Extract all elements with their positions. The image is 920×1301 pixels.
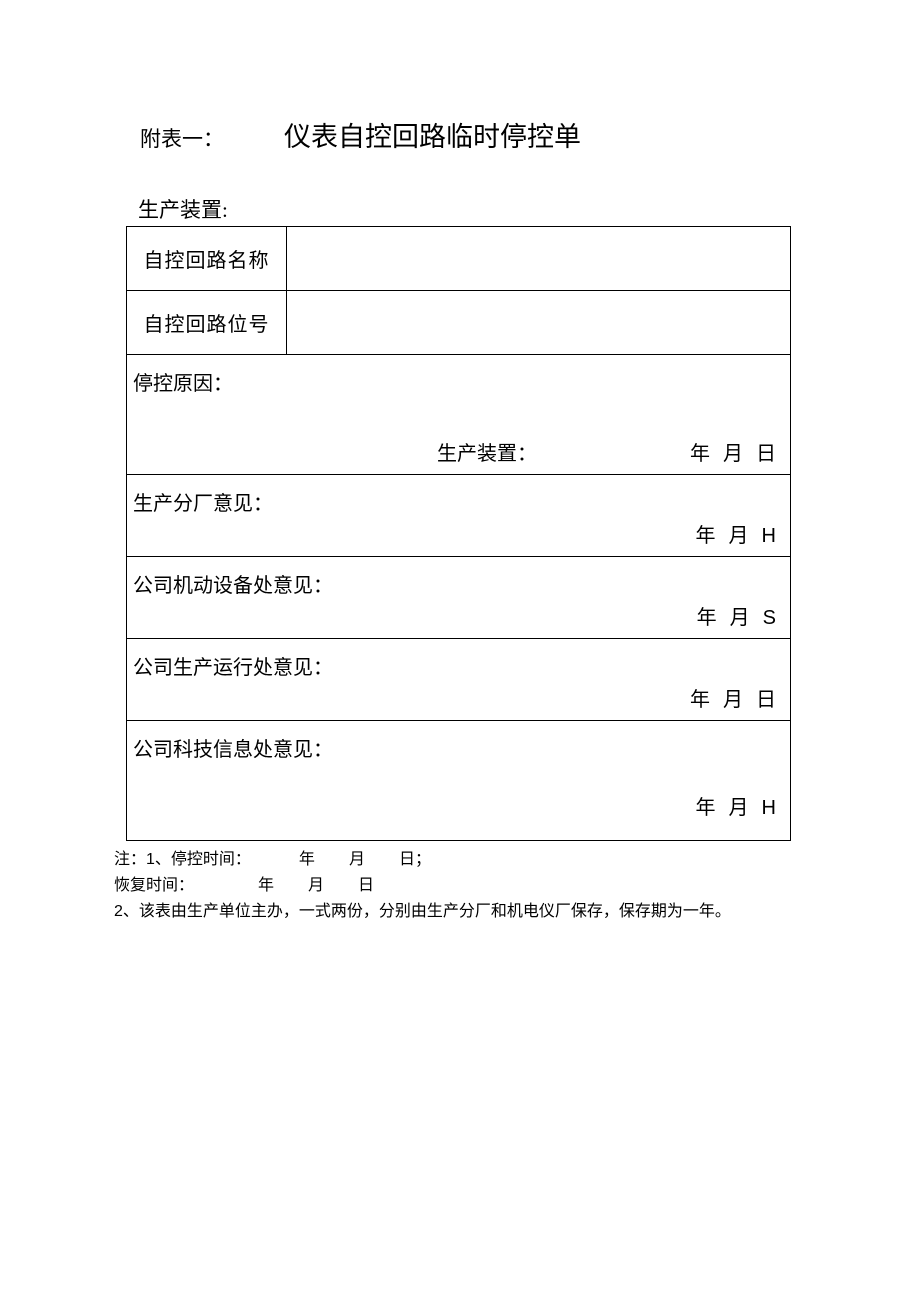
tech-opinion-date: 年 月 H	[692, 791, 780, 820]
loop-id-label: 自控回路位号	[127, 291, 287, 355]
note-date-year: 年	[258, 877, 274, 894]
factory-opinion-date: 年 月 H	[692, 519, 780, 548]
prod-opinion-date: 年 月 日	[686, 683, 780, 712]
date-year: 年	[697, 607, 717, 629]
row-loop-id: 自控回路位号	[127, 291, 791, 355]
row-loop-name: 自控回路名称	[127, 227, 791, 291]
date-month: 月	[723, 689, 743, 711]
factory-opinion-label: 生产分厂意见：	[133, 487, 784, 516]
row-factory-opinion: 生产分厂意见： 年 月 H	[127, 475, 791, 557]
row-stop-reason: 停控原因： 生产装置： 年 月 日	[127, 355, 791, 475]
note-line1-label: 、停控时间：	[155, 851, 251, 868]
form-table: 自控回路名称 自控回路位号 停控原因： 生产装置： 年 月 日 生产分厂意见： …	[126, 226, 791, 841]
date-year: 年	[690, 443, 710, 465]
date-year: 年	[690, 689, 710, 711]
row-tech-opinion: 公司科技信息处意见： 年 月 H	[127, 721, 791, 841]
date-day-glyph: H	[762, 797, 776, 819]
note-num2: 2	[114, 903, 123, 920]
note-date-day: 日	[358, 877, 374, 894]
date-year: 年	[696, 797, 716, 819]
note-prefix: 注：	[114, 851, 146, 868]
date-day: 日	[756, 443, 776, 465]
note-num1: 1	[146, 851, 155, 868]
sub-header: 生产装置:	[138, 194, 920, 224]
note-date-month: 月	[349, 851, 365, 868]
note-date-month: 月	[308, 877, 324, 894]
unit-label-mid: 生产装置：	[437, 437, 537, 466]
notes-section: 注：1、停控时间： 年 月 日； 恢复时间： 年 月 日 2、该表由生产单位主办…	[114, 847, 920, 925]
date-day-glyph: S	[763, 607, 776, 629]
date-day-glyph: H	[762, 525, 776, 547]
mech-opinion-label: 公司机动设备处意见：	[133, 569, 784, 598]
note-line-3: 2、该表由生产单位主办，一式两份，分别由生产分厂和机电仪厂保存，保存期为一年。	[114, 899, 920, 925]
date-month: 月	[730, 607, 750, 629]
loop-name-label: 自控回路名称	[127, 227, 287, 291]
appendix-label: 附表一：	[140, 123, 224, 153]
note-line3-text: 、该表由生产单位主办，一式两份，分别由生产分厂和机电仪厂保存，保存期为一年。	[123, 903, 731, 920]
tech-opinion-label: 公司科技信息处意见：	[133, 733, 784, 762]
main-title: 仪表自控回路临时停控单	[284, 115, 581, 154]
note-line-2: 恢复时间： 年 月 日	[114, 873, 920, 899]
stop-reason-label: 停控原因：	[133, 367, 784, 396]
date-year: 年	[696, 525, 716, 547]
note-date-year: 年	[299, 851, 315, 868]
note-line2-label: 恢复时间：	[114, 877, 194, 894]
reason-date: 年 月 日	[686, 437, 780, 466]
loop-name-value	[287, 227, 791, 291]
header-row: 附表一： 仪表自控回路临时停控单	[140, 115, 920, 154]
date-month: 月	[729, 797, 749, 819]
note-line-1: 注：1、停控时间： 年 月 日；	[114, 847, 920, 873]
reason-bottom-line: 生产装置： 年 月 日	[127, 437, 790, 466]
date-month: 月	[723, 443, 743, 465]
date-month: 月	[729, 525, 749, 547]
date-day: 日	[756, 689, 776, 711]
row-prod-opinion: 公司生产运行处意见： 年 月 日	[127, 639, 791, 721]
loop-id-value	[287, 291, 791, 355]
mech-opinion-date: 年 月 S	[693, 601, 780, 630]
note-date-day-colon: 日；	[399, 851, 431, 868]
prod-opinion-label: 公司生产运行处意见：	[133, 651, 784, 680]
row-mech-opinion: 公司机动设备处意见： 年 月 S	[127, 557, 791, 639]
